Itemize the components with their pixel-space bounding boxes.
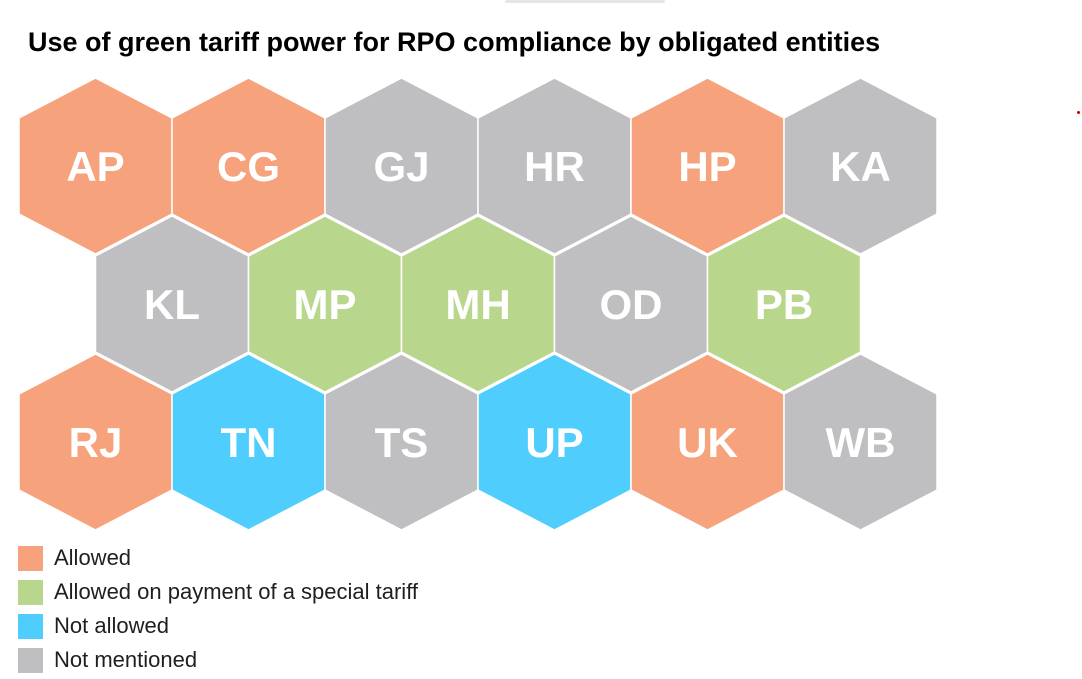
state-hex-ka: KA <box>783 77 938 255</box>
state-code-label: WB <box>826 419 896 466</box>
legend-item-not-allowed: Not allowed <box>18 609 418 643</box>
state-hex-up: UP <box>477 353 632 531</box>
state-hex-uk: UK <box>630 353 785 531</box>
page-title: Use of green tariff power for RPO compli… <box>28 27 881 57</box>
legend-label: Not allowed <box>54 613 169 638</box>
hex-shape <box>783 77 938 255</box>
state-code-label: MP <box>294 281 357 328</box>
state-hex-pb: PB <box>706 215 862 393</box>
state-code-label: UP <box>525 419 583 466</box>
state-hex-wb: WB <box>783 353 938 531</box>
legend-item-not-mentioned: Not mentioned <box>18 643 418 677</box>
legend-label: Allowed on payment of a special tariff <box>54 579 419 604</box>
legend: Allowed Allowed on payment of a special t… <box>18 541 418 677</box>
state-hex-hp: HP <box>630 77 785 255</box>
legend-swatch <box>18 613 43 639</box>
state-code-label: HP <box>678 143 736 190</box>
state-code-label: HR <box>524 143 585 190</box>
legend-swatch <box>18 545 43 571</box>
state-code-label: KA <box>830 143 891 190</box>
state-hex-hr: HR <box>477 77 632 255</box>
legend-item-special: Allowed on payment of a special tariff <box>18 575 418 609</box>
state-code-label: PB <box>755 281 813 328</box>
state-code-label: CG <box>217 143 280 190</box>
state-hex-map: AP CG GJ HR HP KA KL MP MH OD PB RJ TN TS UP UK WB <box>18 77 938 531</box>
state-hex-kl: KL <box>94 215 250 393</box>
top-scroll-indicator <box>505 0 665 3</box>
state-hex-ts: TS <box>324 353 479 531</box>
legend-swatch <box>18 579 43 605</box>
state-code-label: UK <box>677 419 738 466</box>
state-code-label: MH <box>445 281 510 328</box>
state-code-label: AP <box>66 143 124 190</box>
state-code-label: OD <box>600 281 663 328</box>
legend-label: Allowed <box>54 545 132 570</box>
state-code-label: GJ <box>373 143 429 190</box>
state-hex-rj: RJ <box>18 353 173 531</box>
hex-shape <box>706 215 862 393</box>
state-code-label: RJ <box>69 419 123 466</box>
stray-marker-dot <box>1077 111 1080 114</box>
state-code-label: TS <box>375 419 429 466</box>
hex-shape <box>783 353 938 531</box>
legend-item-allowed: Allowed <box>18 541 418 575</box>
state-code-label: KL <box>144 281 200 328</box>
legend-label: Not mentioned <box>54 647 198 672</box>
state-hex-cg: CG <box>171 77 326 255</box>
state-code-label: TN <box>221 419 277 466</box>
legend-swatch <box>18 647 43 673</box>
